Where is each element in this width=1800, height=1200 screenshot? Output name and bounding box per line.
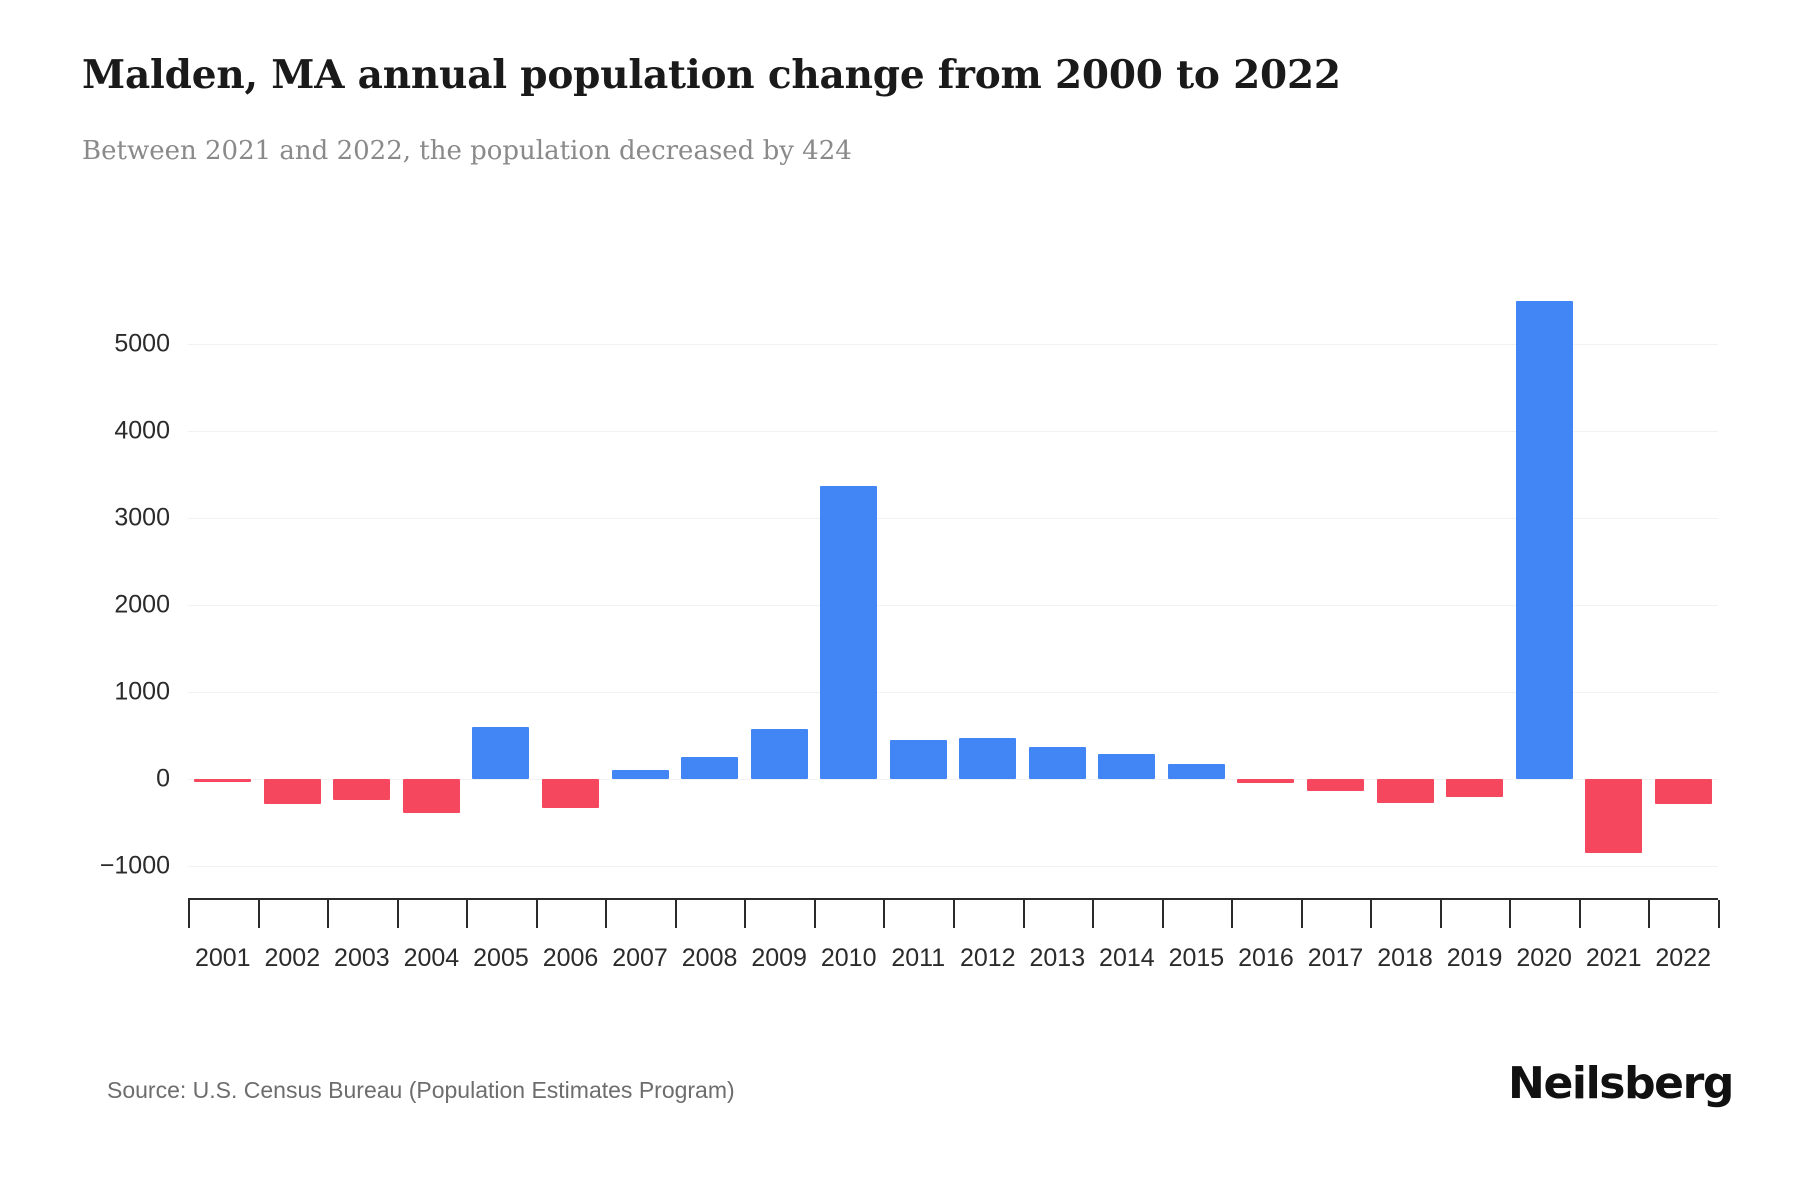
bar[interactable] — [1237, 779, 1295, 784]
x-axis-tick — [1092, 900, 1095, 928]
bar[interactable] — [1028, 746, 1086, 780]
x-axis-tick-label: 2009 — [751, 944, 807, 972]
bar[interactable] — [402, 779, 460, 813]
gridline — [188, 692, 1718, 694]
y-axis-tick-label: 3000 — [114, 503, 170, 532]
bar[interactable] — [194, 779, 252, 783]
bar[interactable] — [333, 779, 391, 800]
gridline — [188, 431, 1718, 433]
bar[interactable] — [1307, 779, 1364, 792]
bar[interactable] — [611, 770, 669, 780]
bar[interactable] — [1654, 779, 1712, 805]
x-axis-tick-label: 2003 — [334, 944, 390, 972]
x-axis-tick-label: 2019 — [1446, 944, 1503, 972]
gridline — [188, 344, 1718, 346]
x-axis-tick — [1370, 900, 1373, 928]
bar[interactable] — [820, 486, 878, 780]
bar[interactable] — [1098, 753, 1156, 780]
x-axis-tick-label: 2020 — [1516, 944, 1572, 972]
x-axis-tick-label: 2002 — [264, 944, 321, 972]
x-axis-tick — [1718, 900, 1720, 928]
x-axis-tick — [605, 900, 608, 928]
x-axis-tick — [257, 900, 260, 928]
x-axis-tick — [953, 900, 955, 928]
x-axis-line — [188, 898, 1718, 900]
x-axis-tick — [1439, 900, 1442, 928]
x-axis-tick — [1648, 900, 1651, 928]
x-axis-tick — [1161, 900, 1164, 928]
x-axis-tick — [744, 900, 747, 928]
x-axis-tick — [1300, 900, 1303, 928]
y-axis-tick-label: −1000 — [99, 851, 170, 880]
bar[interactable] — [542, 779, 599, 808]
neilsberg-logo: Neilsberg — [1508, 1058, 1734, 1109]
x-axis-tick — [327, 900, 330, 928]
x-axis-tick — [1231, 900, 1234, 928]
bar[interactable] — [1515, 301, 1573, 780]
bar[interactable] — [681, 757, 739, 780]
y-axis-tick-label: 5000 — [114, 329, 170, 358]
gridline — [188, 605, 1718, 607]
x-axis-tick — [674, 900, 677, 928]
bar[interactable] — [1585, 779, 1643, 853]
x-axis-tick-label: 2021 — [1585, 944, 1642, 972]
bar[interactable] — [959, 738, 1017, 780]
y-axis-tick-label: 4000 — [114, 416, 170, 445]
x-axis-tick-label: 2008 — [681, 944, 738, 972]
bar[interactable] — [889, 739, 947, 780]
x-axis-tick-label: 2016 — [1238, 944, 1294, 972]
gridline — [188, 866, 1718, 867]
x-axis-tick-label: 2004 — [403, 944, 460, 972]
gridline — [188, 779, 1718, 781]
x-axis-tick-label: 2014 — [1099, 944, 1155, 972]
y-axis-tick-label: 2000 — [114, 590, 170, 619]
x-axis-tick-label: 2022 — [1655, 944, 1712, 972]
bar[interactable] — [750, 728, 808, 780]
bar[interactable] — [1167, 763, 1225, 780]
x-axis-tick-label: 2007 — [612, 944, 668, 972]
x-axis-tick — [813, 900, 816, 928]
x-axis-tick — [466, 900, 469, 928]
x-axis-tick — [535, 900, 538, 928]
x-axis-tick — [396, 900, 399, 928]
source-note: Source: U.S. Census Bureau (Population E… — [107, 1077, 735, 1103]
page-subtitle: Between 2021 and 2022, the population de… — [82, 136, 852, 166]
x-axis-tick-label: 2018 — [1377, 944, 1433, 972]
bar[interactable] — [263, 779, 321, 805]
x-axis-tick — [1022, 900, 1025, 928]
x-axis-tick-label: 2010 — [820, 944, 877, 972]
x-axis-tick-label: 2017 — [1307, 944, 1364, 972]
x-axis-tick — [1578, 900, 1581, 928]
x-axis-tick-label: 2005 — [473, 944, 529, 972]
x-axis-tick-label: 2006 — [542, 944, 599, 972]
x-axis-tick-label: 2011 — [891, 944, 946, 972]
bar[interactable] — [472, 726, 530, 780]
gridline — [188, 518, 1718, 520]
page-title: Malden, MA annual population change from… — [82, 52, 1341, 98]
x-axis-tick-label: 2015 — [1168, 944, 1225, 972]
x-axis-tick — [883, 900, 886, 928]
y-axis-tick-label: 1000 — [114, 677, 170, 706]
bar[interactable] — [1376, 779, 1434, 803]
x-axis-tick-label: 2012 — [959, 944, 1016, 972]
bar[interactable] — [1446, 779, 1504, 798]
y-axis-tick-label: 0 — [156, 764, 170, 793]
x-axis-tick — [1509, 900, 1512, 928]
x-axis-tick-label: 2013 — [1029, 944, 1086, 972]
x-axis-tick-label: 2001 — [194, 944, 251, 972]
x-axis-tick — [188, 900, 190, 928]
